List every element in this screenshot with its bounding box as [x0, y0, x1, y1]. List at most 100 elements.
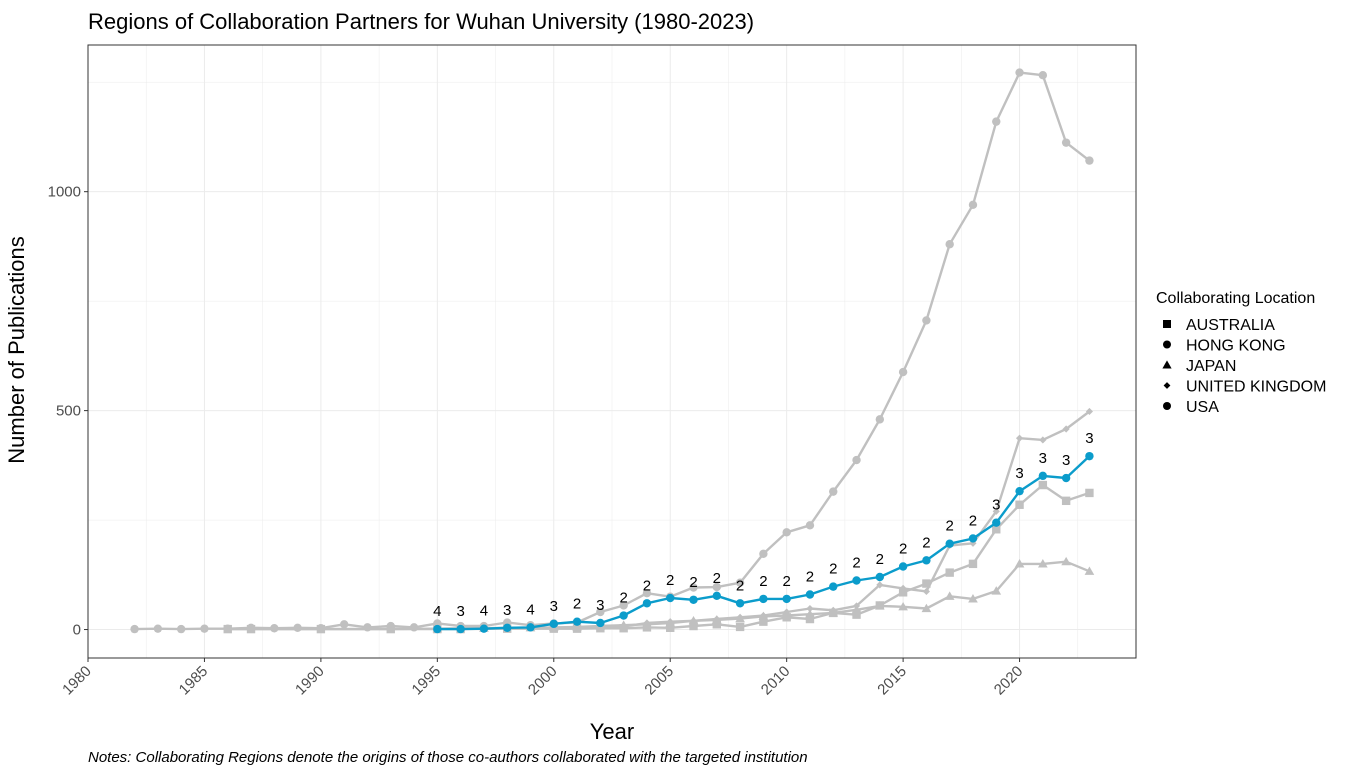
- data-point: [712, 591, 721, 601]
- data-point: [1085, 488, 1094, 498]
- data-point: [968, 559, 978, 569]
- legend-key-square: [1163, 320, 1171, 328]
- data-point: [852, 455, 861, 465]
- legend-item: AUSTRALIA: [1163, 317, 1275, 334]
- data-point: [549, 619, 558, 629]
- data-label: 4: [480, 603, 488, 620]
- data-point: [829, 582, 838, 591]
- data-point: [782, 594, 791, 604]
- data-point: [1085, 156, 1094, 165]
- data-point: [945, 240, 954, 249]
- data-point: [130, 624, 139, 634]
- data-point: [666, 593, 675, 603]
- data-label: 2: [689, 574, 697, 591]
- data-point: [759, 594, 768, 604]
- data-point: [992, 518, 1001, 527]
- data-point: [805, 590, 815, 599]
- x-tick-label: 2000: [525, 663, 561, 699]
- data-point: [688, 615, 699, 625]
- data-point: [642, 599, 652, 608]
- x-tick-label: 1990: [292, 663, 328, 699]
- data-label: 2: [852, 554, 860, 571]
- legend-item: UNITED KINGDOM: [1163, 379, 1326, 396]
- data-point: [991, 586, 1002, 595]
- data-point: [1038, 480, 1048, 490]
- data-point: [503, 623, 512, 632]
- data-point: [735, 622, 745, 632]
- data-point: [596, 618, 605, 628]
- data-label: 2: [736, 577, 744, 594]
- data-point: [456, 624, 465, 634]
- legend-item: HONG KONG: [1163, 338, 1286, 355]
- data-point: [898, 588, 908, 597]
- data-label: 3: [1085, 430, 1093, 447]
- data-point: [666, 623, 675, 632]
- data-point: [479, 624, 489, 633]
- x-tick-label: 2015: [874, 663, 910, 699]
- data-point: [665, 618, 676, 627]
- data-point: [944, 591, 955, 600]
- data-label: 2: [759, 573, 767, 590]
- data-point: [1039, 436, 1047, 444]
- data-point: [806, 604, 814, 613]
- data-point: [735, 578, 745, 587]
- data-label: 3: [456, 603, 464, 620]
- data-point: [386, 624, 395, 634]
- legend-key-triangle: [1162, 360, 1172, 369]
- data-point: [618, 620, 629, 629]
- data-label: 2: [829, 561, 837, 578]
- panel-border: [87, 44, 1137, 659]
- data-point: [876, 581, 884, 589]
- data-point: [852, 610, 861, 619]
- data-point: [922, 587, 930, 596]
- data-point: [898, 562, 908, 571]
- data-point: [1085, 451, 1094, 461]
- data-point: [874, 601, 885, 610]
- data-point: [619, 611, 628, 620]
- data-point: [875, 415, 885, 424]
- data-point: [246, 624, 256, 634]
- data-point: [851, 605, 862, 614]
- data-point: [758, 611, 769, 621]
- data-point: [875, 572, 885, 582]
- data-label: 4: [433, 603, 441, 620]
- data-point: [805, 521, 815, 530]
- data-point: [898, 601, 908, 611]
- data-point: [642, 619, 652, 628]
- data-label: 2: [899, 540, 907, 557]
- data-label: 4: [526, 601, 534, 618]
- data-label: 3: [992, 497, 1000, 514]
- data-point: [945, 539, 954, 548]
- data-point: [1038, 471, 1048, 481]
- x-tick-label: 2005: [641, 663, 677, 699]
- data-point: [781, 610, 792, 620]
- data-point: [1015, 68, 1024, 77]
- data-label: 2: [969, 512, 977, 529]
- data-point: [735, 599, 745, 608]
- data-point: [572, 622, 582, 631]
- legend-key-circle: [1163, 402, 1171, 410]
- data-point: [922, 556, 931, 565]
- data-point: [922, 579, 931, 588]
- data-point: [1061, 556, 1071, 566]
- data-point: [1061, 138, 1071, 147]
- data-label: 3: [503, 602, 511, 619]
- data-label: 2: [643, 577, 651, 594]
- y-axis: 0 500 1000: [48, 184, 88, 639]
- series-lines: [130, 68, 1095, 634]
- legend-label: UNITED KINGDOM: [1186, 379, 1326, 396]
- data-point: [1084, 566, 1095, 575]
- data-label: 2: [806, 569, 814, 586]
- x-axis-title: Year: [590, 719, 634, 744]
- data-point: [572, 617, 582, 626]
- legend-key-circle: [1163, 340, 1171, 349]
- grid: [87, 45, 1136, 658]
- data-point: [642, 588, 652, 598]
- chart-note: Notes: Collaborating Regions denote the …: [88, 749, 808, 766]
- series-hong-kong: [433, 451, 1094, 634]
- data-point: [596, 607, 605, 617]
- data-label: 2: [666, 572, 674, 589]
- data-point: [945, 568, 954, 577]
- data-point: [735, 613, 745, 623]
